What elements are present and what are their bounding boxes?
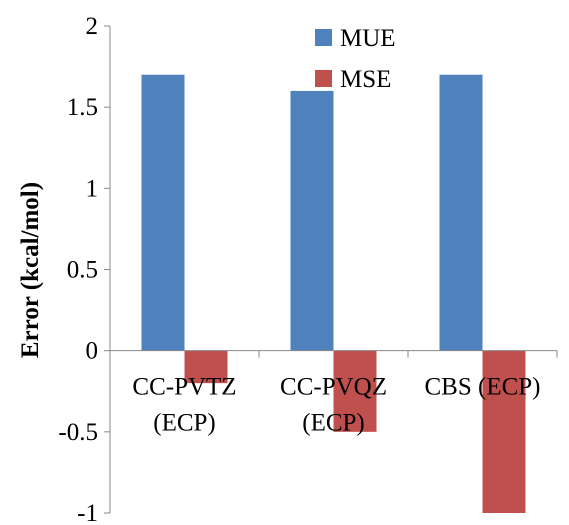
bar-mse-3 xyxy=(482,350,526,513)
axes xyxy=(109,26,558,513)
y-axis-ticks: 2 1.5 1 0.5 0 -0.5 -1 xyxy=(58,13,110,525)
legend-label-mue: MUE xyxy=(340,25,396,52)
y-tick-label: 0.5 xyxy=(67,257,98,284)
bar-mue-1 xyxy=(141,74,185,351)
legend: MUE MSE xyxy=(315,25,396,93)
legend-swatch-mse xyxy=(315,70,332,87)
y-axis-title: Error (kcal/mol) xyxy=(17,182,44,358)
bar-mse-2 xyxy=(333,350,377,432)
y-tick-label: 1.5 xyxy=(67,94,98,121)
y-tick-label: 1 xyxy=(86,175,99,202)
bars xyxy=(141,74,526,513)
y-tick-label: -0.5 xyxy=(58,419,98,446)
legend-label-mse: MSE xyxy=(340,66,391,93)
category-label: CC-PVQZ xyxy=(280,374,387,401)
y-tick-label: 0 xyxy=(86,338,99,365)
bar-mue-3 xyxy=(439,74,483,351)
category-label: CBS (ECP) xyxy=(424,374,540,401)
bar-mue-2 xyxy=(290,90,334,351)
category-labels: CC-PVTZ (ECP) CC-PVQZ (ECP) CBS (ECP) xyxy=(132,374,540,437)
category-label: CC-PVTZ xyxy=(132,374,236,401)
bar-mse-1 xyxy=(184,350,228,384)
category-label: (ECP) xyxy=(302,410,365,437)
y-tick-label: -1 xyxy=(77,500,98,525)
y-tick-label: 2 xyxy=(86,13,99,40)
legend-swatch-mue xyxy=(315,29,332,46)
category-label: (ECP) xyxy=(153,410,216,437)
